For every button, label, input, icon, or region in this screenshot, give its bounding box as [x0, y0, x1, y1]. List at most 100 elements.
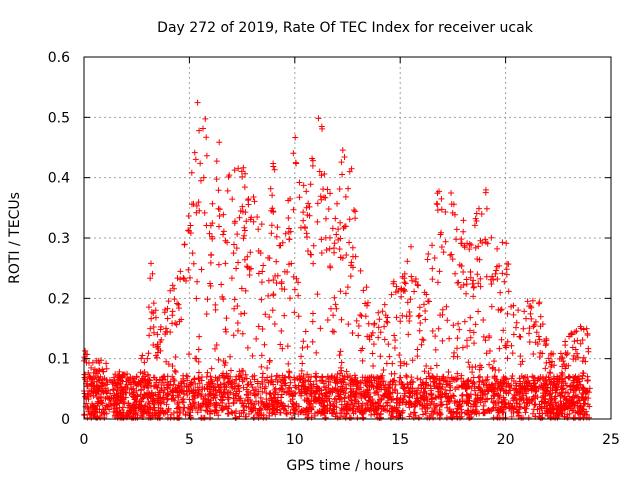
data-point — [248, 214, 255, 221]
data-point — [569, 331, 576, 338]
data-point — [496, 345, 503, 352]
data-point — [95, 390, 102, 397]
data-point — [365, 320, 372, 327]
data-point — [221, 381, 228, 388]
data-point — [148, 315, 155, 322]
data-point — [523, 315, 530, 322]
data-point — [164, 390, 171, 397]
data-point — [236, 368, 243, 375]
data-point — [572, 346, 579, 353]
data-point — [398, 293, 405, 300]
data-point — [310, 381, 317, 388]
data-point — [466, 240, 473, 247]
data-point — [161, 386, 168, 393]
data-point — [170, 410, 177, 417]
data-point — [322, 393, 329, 400]
data-point — [233, 245, 240, 252]
data-point — [300, 379, 307, 386]
data-point — [236, 410, 243, 417]
data-point — [231, 296, 238, 303]
data-point — [434, 201, 441, 208]
data-point — [375, 403, 382, 410]
data-point — [185, 212, 192, 219]
data-point — [404, 299, 411, 306]
data-point — [526, 303, 533, 310]
data-point — [216, 206, 223, 213]
data-point — [331, 396, 338, 403]
data-point — [333, 231, 340, 238]
data-point — [246, 266, 253, 273]
data-point — [483, 205, 490, 212]
data-point — [474, 392, 481, 399]
data-point — [357, 311, 364, 318]
data-point — [420, 301, 427, 308]
data-point — [320, 404, 327, 410]
data-point — [215, 412, 222, 419]
data-point — [332, 301, 339, 308]
data-point — [268, 378, 275, 385]
data-point — [562, 375, 569, 382]
data-point — [375, 324, 382, 331]
data-point — [448, 395, 455, 402]
data-point — [185, 266, 192, 273]
data-point — [147, 325, 154, 332]
data-point — [535, 333, 542, 340]
data-point — [419, 336, 426, 343]
data-point — [318, 377, 325, 384]
data-point — [172, 368, 179, 375]
data-point — [417, 395, 424, 402]
data-point — [323, 406, 330, 413]
y-tick-label: 0.2 — [48, 291, 70, 307]
data-point — [455, 320, 462, 327]
data-point — [282, 230, 289, 237]
data-point — [195, 199, 202, 206]
data-point — [263, 390, 270, 397]
data-point — [95, 357, 102, 364]
data-point — [558, 369, 565, 376]
data-point — [580, 370, 587, 377]
data-point — [230, 400, 237, 407]
data-point — [563, 351, 570, 358]
data-point — [491, 399, 498, 406]
data-point — [508, 408, 515, 415]
data-point — [459, 382, 466, 389]
data-point — [157, 405, 164, 412]
data-point — [406, 399, 413, 406]
data-point — [475, 280, 482, 287]
data-point — [556, 355, 563, 362]
data-point — [306, 203, 313, 210]
data-point — [439, 306, 446, 313]
data-point — [417, 376, 424, 383]
data-point — [314, 409, 321, 416]
data-point — [420, 337, 427, 344]
data-point — [435, 384, 442, 391]
data-point — [239, 203, 246, 210]
data-point — [291, 286, 298, 293]
data-point — [456, 411, 463, 418]
x-tick-label: 25 — [602, 432, 620, 448]
data-point — [223, 315, 230, 322]
data-point — [322, 215, 329, 222]
data-point — [271, 395, 278, 402]
data-point — [203, 311, 210, 318]
data-point — [193, 355, 200, 362]
data-point — [418, 381, 425, 388]
data-point — [495, 392, 502, 399]
data-point — [188, 169, 195, 176]
data-point — [482, 186, 489, 193]
data-point — [336, 393, 343, 400]
data-point — [285, 385, 292, 392]
data-point — [424, 256, 431, 263]
data-point — [281, 380, 288, 387]
data-point — [177, 268, 184, 275]
data-point — [122, 394, 129, 401]
data-point — [331, 328, 338, 335]
data-point — [144, 355, 151, 362]
data-point — [346, 239, 353, 246]
data-point — [234, 320, 241, 327]
data-point — [376, 396, 383, 403]
data-point — [211, 383, 218, 390]
data-point — [471, 381, 478, 388]
data-point — [224, 239, 231, 246]
data-point — [552, 399, 559, 406]
